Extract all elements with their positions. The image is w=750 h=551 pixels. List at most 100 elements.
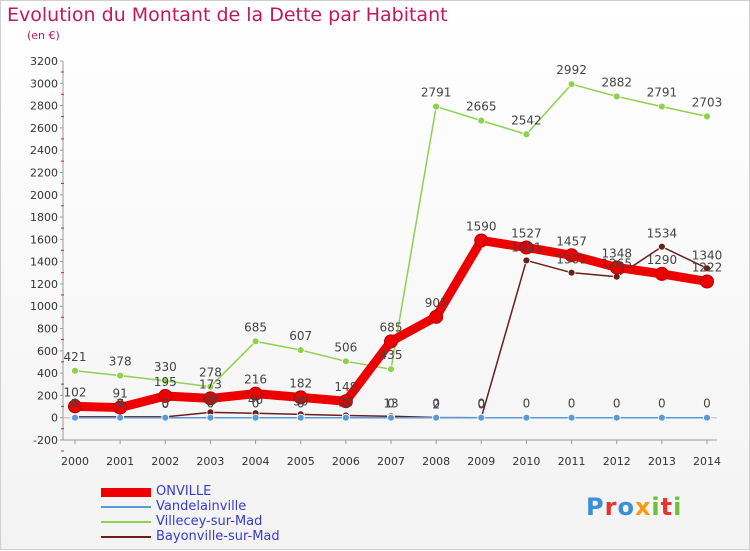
data-point [113,400,128,415]
x-tick-label: 2012 [603,455,631,468]
data-label: 1411 [511,240,542,254]
data-label: 435 [380,348,403,362]
data-label: 1301 [556,253,587,267]
data-label: 0 [477,397,485,411]
data-label: 173 [199,377,222,391]
data-label: 0 [207,397,215,411]
data-label: 1290 [647,253,678,267]
x-tick-label: 2006 [332,455,360,468]
data-label: 421 [64,350,87,364]
y-tick-label: 1200 [30,278,58,291]
data-label: 48 [203,392,218,406]
logo-letter: P [586,493,605,521]
data-point [387,365,395,374]
x-tick-label: 2009 [467,455,495,468]
data-point [338,394,353,409]
logo-letter: x [634,493,652,521]
x-tick-label: 2011 [558,455,586,468]
data-point [703,112,711,121]
data-point [68,399,82,414]
data-label: 0 [703,397,711,411]
data-label: 0 [71,397,79,411]
x-tick-label: 2013 [648,455,676,468]
data-point [612,413,621,422]
data-label: 0 [568,397,576,411]
data-label: 0 [116,397,124,411]
data-point [341,357,350,366]
data-point [429,309,444,324]
logo-letter: o [617,493,635,521]
y-tick-label: 1400 [30,256,58,269]
data-point [477,413,486,422]
data-label: 1348 [601,246,632,260]
logo-letter: t [660,493,674,521]
data-label: 2992 [556,63,587,77]
legend-label: Bayonville-sur-Mad [156,529,280,544]
data-point [657,102,666,111]
data-point [116,413,125,422]
x-tick-label: 2010 [512,455,540,468]
data-label: 2 [432,397,440,411]
series-layer [68,80,714,422]
data-label: 607 [289,329,312,343]
y-tick-label: 600 [37,345,58,358]
data-labels: 102 91 195 173 216 182 148 685 905 1590 1527 1457 13… [64,63,723,412]
chart-title: Evolution du Montant de la Dette par Hab… [7,4,448,26]
data-label: 20 [338,395,353,409]
data-label: 506 [334,340,357,354]
data-label: 0 [161,397,169,411]
data-point [206,382,215,391]
data-label: 685 [244,320,267,334]
logo-letter: r [604,493,618,521]
x-tick-label: 2003 [196,455,224,468]
data-label: 0 [477,398,485,412]
data-point [477,116,486,125]
data-point [519,240,534,255]
data-point [567,413,576,422]
y-tick-label: 200 [37,389,58,402]
data-point [251,337,260,346]
y-tick-label: 3000 [30,77,58,90]
data-point [206,413,215,422]
y-tick-label: 2200 [30,166,58,179]
data-point [657,413,666,422]
legend-label: Vandelainville [156,499,247,514]
y-tick-label: 400 [37,367,58,380]
data-label: 1265 [601,257,632,271]
data-label: 378 [109,355,132,369]
data-label: 0 [252,397,260,411]
logo-letter: i [651,493,661,521]
x-tick-label: 2007 [377,455,405,468]
data-point [522,130,531,139]
logo-letter: i [673,493,683,521]
data-label: 0 [658,397,666,411]
y-tick-label: 2400 [30,144,58,157]
y-tick-label: 1600 [30,233,58,246]
data-label: 148 [334,380,357,394]
data-label: 2665 [466,100,497,114]
legend-swatch [101,536,151,538]
data-label: 1340 [692,248,723,262]
chart-subtitle: (en €) [27,29,60,42]
data-label: 102 [64,385,87,399]
data-point [341,413,350,422]
x-tick-label: 2004 [242,455,270,468]
data-point [474,233,489,248]
legend-label: ONVILLE [156,484,212,499]
data-point [116,371,125,380]
data-point [296,413,305,422]
data-point [203,391,218,406]
y-tick-label: -200 [33,434,58,447]
y-tick-label: 2600 [30,122,58,135]
data-label: 40 [248,393,263,407]
data-point [654,266,669,281]
x-tick-label: 2002 [151,455,179,468]
data-label: 0 [342,397,350,411]
data-point [703,413,711,422]
data-point [71,413,79,422]
data-point [384,334,398,349]
y-tick-label: 2000 [30,189,58,202]
data-point [296,346,305,354]
